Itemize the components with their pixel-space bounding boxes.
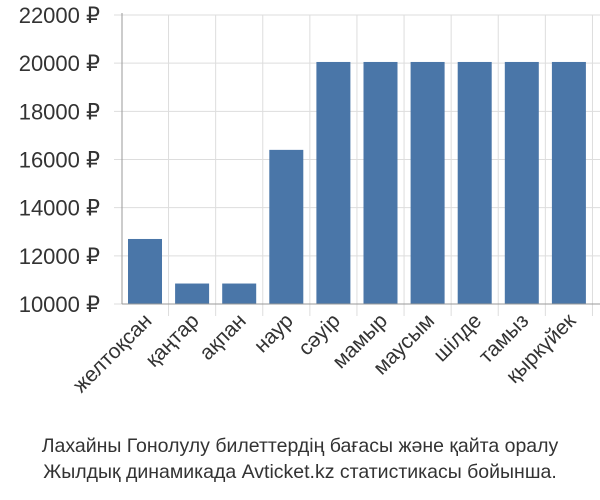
x-tick-label: ақпан	[195, 309, 251, 365]
bar-наур	[269, 149, 304, 304]
bar-желтоқсан	[128, 238, 162, 304]
bar-сәуір	[316, 61, 351, 305]
y-tick-label: 20000 ₽	[19, 51, 100, 76]
y-tick-label: 18000 ₽	[19, 99, 100, 124]
y-tick-label: 14000 ₽	[19, 196, 100, 221]
bar-тамыз	[504, 61, 539, 305]
bar-маусым	[410, 61, 445, 305]
bar-қаңтар	[175, 283, 210, 304]
bar-мамыр	[363, 61, 398, 305]
grid-lines	[114, 14, 600, 316]
axes	[121, 13, 600, 305]
y-tick-label: 10000 ₽	[19, 292, 100, 317]
chart-caption-line-1: Лахайны Гонолулу билеттердің бағасы және…	[41, 435, 559, 457]
bar-шілде	[457, 61, 492, 305]
y-tick-labels: 10000 ₽ 12000 ₽ 14000 ₽ 16000 ₽ 18000 ₽ 20000…	[19, 3, 100, 317]
y-tick-label: 12000 ₽	[19, 244, 100, 269]
bar-ақпан	[222, 283, 257, 304]
y-tick-label: 16000 ₽	[19, 148, 100, 173]
y-tick-label: 22000 ₽	[19, 3, 100, 28]
bar-қыркүйек	[551, 61, 586, 305]
x-tick-label: шілде	[429, 309, 486, 366]
x-tick-label: қаңтар	[141, 309, 203, 371]
bar-chart: 10000 ₽ 12000 ₽ 14000 ₽ 16000 ₽ 18000 ₽ 20000…	[19, 3, 600, 397]
x-tick-label: наур	[250, 309, 298, 357]
chart-caption-line-2: Жылдық динамикада Avticket.kz статистика…	[43, 461, 557, 483]
bars	[128, 61, 586, 305]
